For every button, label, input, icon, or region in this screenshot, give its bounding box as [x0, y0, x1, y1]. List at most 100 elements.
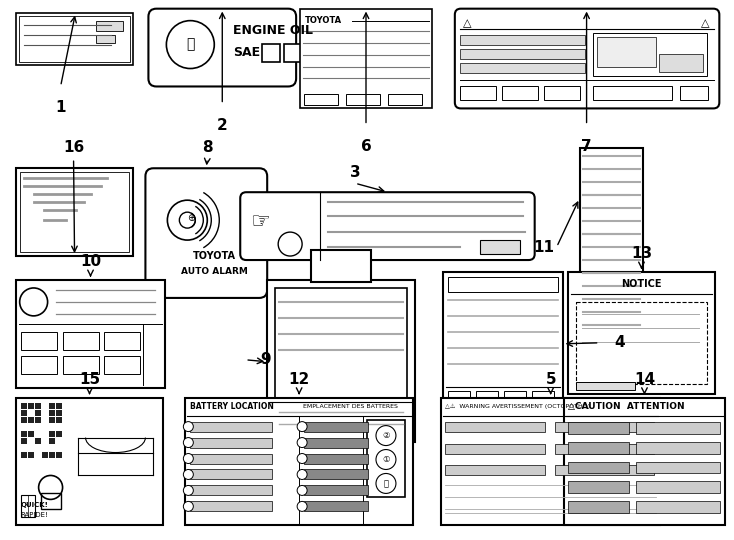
- Text: △: △: [463, 19, 471, 29]
- Text: ENGINE OIL: ENGINE OIL: [233, 24, 313, 37]
- Text: △: △: [702, 19, 710, 29]
- Bar: [40, 494, 61, 509]
- Bar: [636, 462, 720, 474]
- Bar: [580, 148, 644, 346]
- Circle shape: [297, 469, 307, 480]
- Bar: [567, 272, 716, 394]
- Text: 9: 9: [260, 352, 271, 367]
- Circle shape: [184, 437, 193, 448]
- Bar: [28, 451, 34, 457]
- FancyBboxPatch shape: [240, 192, 534, 260]
- Bar: [284, 44, 302, 62]
- Text: AUTO ALARM: AUTO ALARM: [181, 267, 248, 276]
- Bar: [504, 390, 526, 409]
- Circle shape: [376, 474, 396, 494]
- Bar: [459, 49, 584, 58]
- Text: 2: 2: [217, 118, 228, 133]
- Bar: [304, 454, 368, 463]
- Text: TOYOTA: TOYOTA: [305, 16, 342, 25]
- Bar: [275, 288, 407, 400]
- Bar: [21, 430, 26, 436]
- Bar: [21, 417, 26, 423]
- Bar: [575, 382, 636, 390]
- Text: 8: 8: [202, 140, 213, 156]
- Bar: [48, 403, 54, 409]
- Bar: [21, 451, 26, 457]
- Bar: [567, 462, 628, 474]
- Bar: [448, 390, 470, 409]
- Bar: [445, 443, 545, 454]
- Text: NOTICE: NOTICE: [621, 279, 662, 289]
- Bar: [262, 44, 280, 62]
- Bar: [659, 53, 703, 71]
- Text: 14: 14: [634, 372, 655, 387]
- Text: SAE: SAE: [233, 46, 261, 59]
- Text: 13: 13: [631, 246, 652, 261]
- Circle shape: [297, 422, 307, 431]
- Bar: [21, 495, 34, 517]
- Bar: [502, 86, 538, 100]
- Text: TOYOTA: TOYOTA: [193, 251, 236, 261]
- Bar: [311, 250, 371, 282]
- Text: 10: 10: [80, 254, 101, 269]
- Bar: [21, 332, 57, 350]
- Bar: [34, 403, 40, 409]
- Bar: [346, 94, 380, 105]
- Bar: [190, 469, 272, 480]
- Text: 12: 12: [288, 372, 310, 387]
- Bar: [304, 502, 368, 511]
- Text: ⊕: ⊕: [187, 213, 195, 223]
- Text: BATTERY LOCATION: BATTERY LOCATION: [190, 402, 275, 411]
- Text: △⚠  WARNING AVERTISSEMENT (OCTOPOTHO): △⚠ WARNING AVERTISSEMENT (OCTOPOTHO): [445, 404, 590, 409]
- Bar: [304, 437, 368, 448]
- Bar: [575, 302, 708, 384]
- Text: 3: 3: [349, 165, 360, 180]
- Text: 7: 7: [581, 139, 592, 154]
- Bar: [567, 482, 628, 494]
- Bar: [267, 280, 415, 442]
- Text: △CAUTION  ATTENTION: △CAUTION ATTENTION: [567, 402, 684, 411]
- Bar: [636, 422, 720, 434]
- Circle shape: [184, 485, 193, 495]
- Bar: [56, 451, 62, 457]
- Bar: [28, 403, 34, 409]
- Circle shape: [297, 437, 307, 448]
- Bar: [56, 430, 62, 436]
- Bar: [190, 422, 272, 431]
- Bar: [48, 417, 54, 423]
- Bar: [18, 16, 131, 62]
- Bar: [95, 21, 123, 31]
- Bar: [48, 410, 54, 416]
- Text: ⓪: ⓪: [383, 479, 388, 488]
- Bar: [104, 332, 140, 350]
- Circle shape: [297, 454, 307, 463]
- Bar: [304, 422, 368, 431]
- Bar: [304, 469, 368, 480]
- Bar: [388, 94, 422, 105]
- Bar: [34, 437, 40, 443]
- Bar: [15, 12, 134, 64]
- Text: ☞: ☞: [250, 212, 270, 232]
- Bar: [62, 356, 98, 374]
- Bar: [636, 442, 720, 454]
- Text: 16: 16: [63, 140, 84, 156]
- Bar: [445, 422, 545, 431]
- Bar: [15, 397, 164, 525]
- Bar: [480, 240, 520, 254]
- Bar: [42, 451, 48, 457]
- Bar: [459, 86, 495, 100]
- FancyBboxPatch shape: [148, 9, 296, 86]
- Bar: [21, 410, 26, 416]
- Bar: [190, 437, 272, 448]
- Bar: [531, 390, 553, 409]
- Bar: [48, 437, 54, 443]
- Text: 5: 5: [545, 372, 556, 387]
- Bar: [21, 403, 26, 409]
- Text: 6: 6: [360, 139, 371, 154]
- Bar: [445, 465, 545, 476]
- Bar: [21, 437, 26, 443]
- Bar: [186, 397, 413, 525]
- Text: 🛢: 🛢: [186, 38, 195, 52]
- Bar: [48, 430, 54, 436]
- Bar: [190, 454, 272, 463]
